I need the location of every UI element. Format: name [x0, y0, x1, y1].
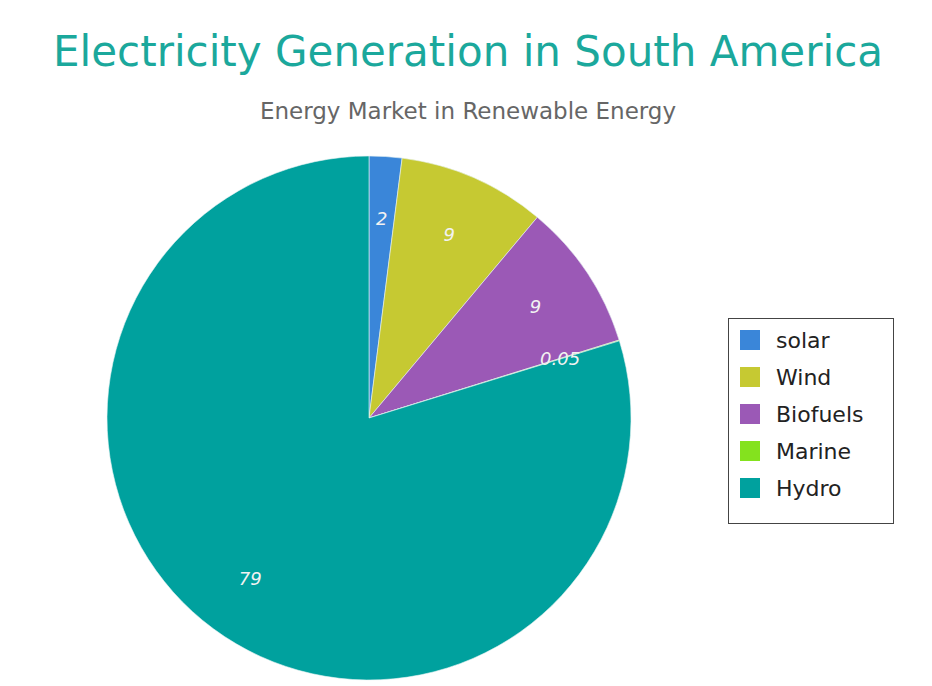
data-label: 79 [239, 568, 262, 589]
subtitle: Energy Market in Renewable Energy [260, 98, 676, 124]
pie-slice [107, 156, 631, 680]
legend-label: Wind [776, 365, 831, 390]
background [0, 0, 932, 686]
legend-item: solar [740, 328, 831, 353]
legend-label: Biofuels [776, 402, 863, 427]
legend-label: Marine [776, 439, 851, 464]
pie [107, 156, 631, 680]
legend-swatch [740, 478, 760, 498]
legend-box [729, 319, 894, 524]
legend-swatch [740, 441, 760, 461]
legend-label: Hydro [776, 476, 842, 501]
data-label: 0.05 [540, 348, 580, 369]
data-label: 9 [530, 296, 541, 317]
data-label: 9 [443, 224, 454, 245]
legend: solar Wind Biofuels Marine Hydro [729, 319, 894, 524]
data-label: 2 [376, 208, 387, 229]
legend-item: Biofuels [740, 402, 863, 427]
legend-swatch [740, 330, 760, 350]
legend-item: Wind [740, 365, 831, 390]
chart-root: Electricity Generation in South America E… [0, 0, 932, 686]
legend-item: Hydro [740, 476, 842, 501]
legend-label: solar [776, 328, 831, 353]
legend-item: Marine [740, 439, 851, 464]
data-labels: 2 9 9 0.05 79 [239, 208, 580, 590]
legend-swatch [740, 404, 760, 424]
legend-swatch [740, 367, 760, 387]
title: Electricity Generation in South America [53, 27, 883, 76]
